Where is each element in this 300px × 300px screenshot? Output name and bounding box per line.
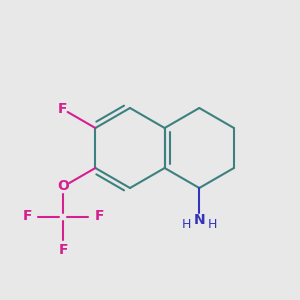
Text: F: F — [22, 209, 32, 224]
Text: F: F — [94, 209, 104, 224]
Text: N: N — [194, 213, 205, 227]
Text: H: H — [182, 218, 191, 230]
Text: F: F — [58, 102, 67, 116]
Text: F: F — [58, 244, 68, 257]
Text: H: H — [208, 218, 217, 230]
Text: O: O — [57, 179, 69, 194]
